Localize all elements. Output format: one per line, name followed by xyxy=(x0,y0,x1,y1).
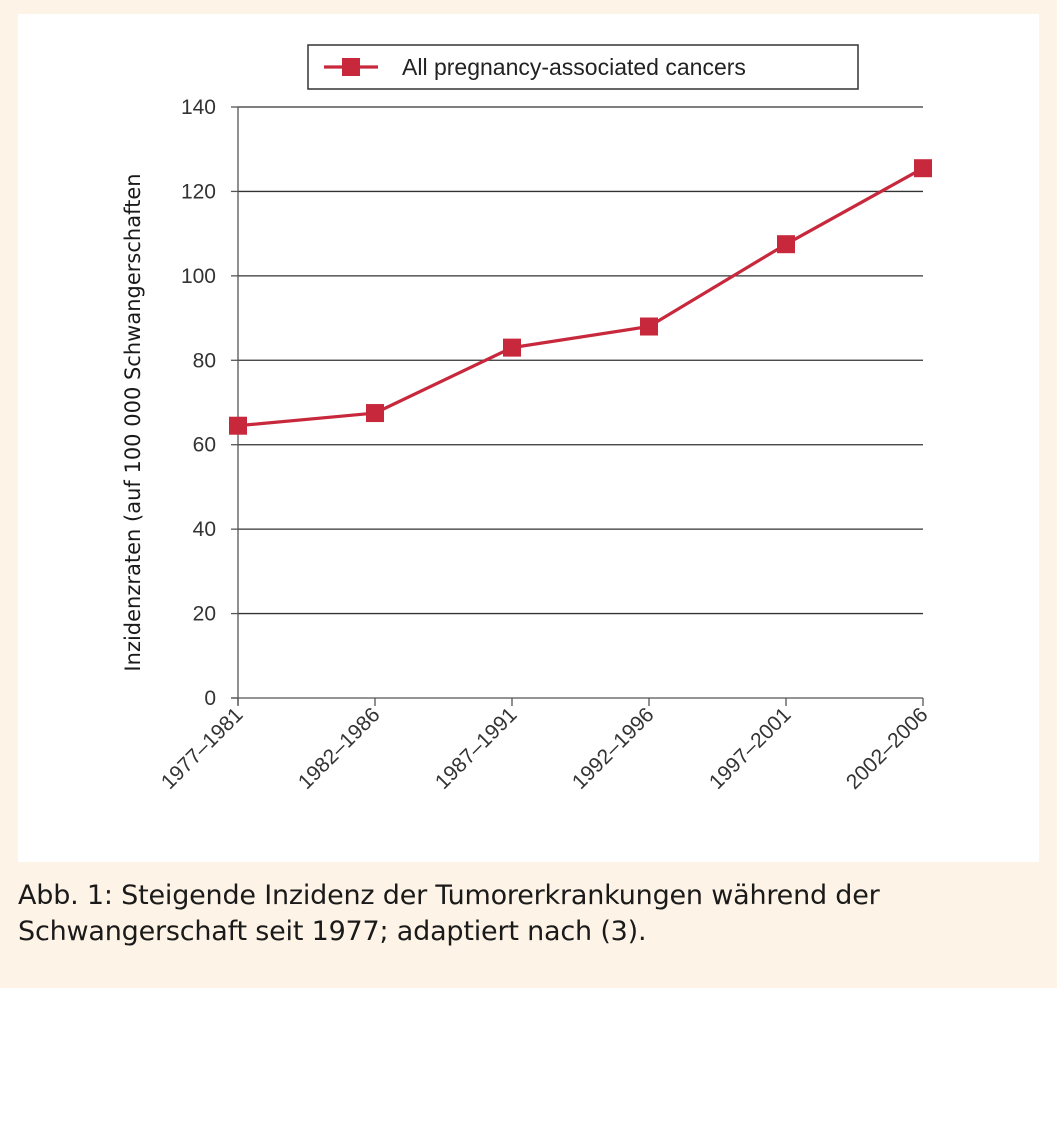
y-tick-label: 100 xyxy=(181,265,216,288)
y-tick-label: 0 xyxy=(204,687,216,710)
y-tick-label: 20 xyxy=(193,603,216,626)
y-tick-label: 60 xyxy=(193,434,216,457)
caption-line-2: Schwangerschaft seit 1977; adaptiert nac… xyxy=(18,916,647,947)
y-axis-label: Inzidenzraten (auf 100 000 Schwangerscha… xyxy=(121,173,145,671)
data-point xyxy=(914,159,932,178)
data-point xyxy=(503,338,521,357)
caption-line-1: Abb. 1: Steigende Inzidenz der Tumorerkr… xyxy=(18,880,880,911)
series-line xyxy=(237,166,924,428)
x-tick-label: 1982–1986 xyxy=(294,703,385,794)
y-tick-label: 120 xyxy=(181,180,216,203)
series-layer xyxy=(229,159,932,435)
x-tick-label: 1977–1981 xyxy=(157,703,248,794)
line-chart: 0 20 40 60 80 100 120 140 1977–1981 1982–1986 1987… xyxy=(121,44,933,794)
data-point xyxy=(777,235,795,254)
y-tick-label: 40 xyxy=(193,518,216,541)
y-tick-label: 140 xyxy=(181,96,216,119)
legend-marker xyxy=(342,58,360,76)
figure-caption: Abb. 1: Steigende Inzidenz der Tumorerkr… xyxy=(18,878,1018,950)
figure-panel: 0 20 40 60 80 100 120 140 1977–1981 1982–1986 1987… xyxy=(0,0,1057,988)
data-point xyxy=(640,317,658,336)
x-tick-label: 1997–2001 xyxy=(705,703,796,794)
y-tick-label: 80 xyxy=(193,349,216,372)
legend-box xyxy=(307,44,859,90)
legend: All pregnancy-associated cancers xyxy=(307,44,859,90)
x-tick-label: 2002–2006 xyxy=(842,703,933,794)
data-point xyxy=(229,416,247,435)
x-tick-label: 1987–1991 xyxy=(431,703,522,794)
chart-area: 0 20 40 60 80 100 120 140 1977–1981 1982–1986 1987… xyxy=(18,14,1039,862)
legend-label: All pregnancy-associated cancers xyxy=(402,54,746,80)
data-point xyxy=(366,404,384,423)
x-tick-label: 1992–1996 xyxy=(568,703,659,794)
grid-layer xyxy=(238,106,923,615)
